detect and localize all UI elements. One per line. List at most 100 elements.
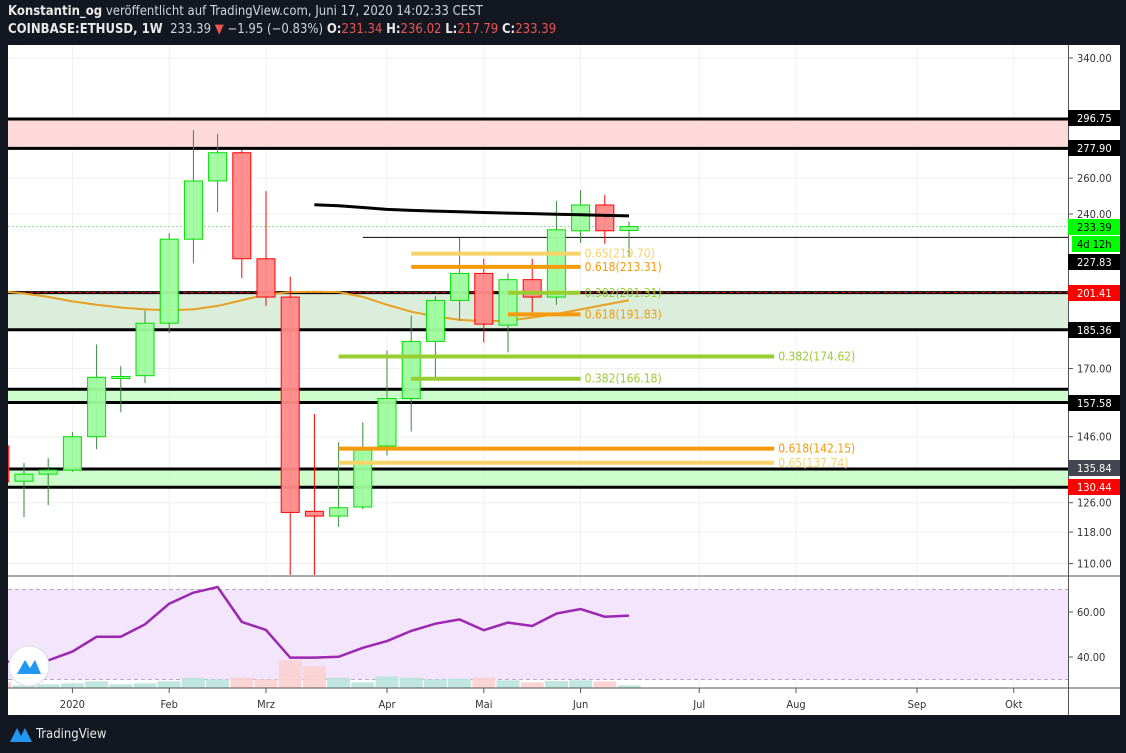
volume-bar	[399, 677, 423, 688]
footer: TradingView	[10, 726, 106, 742]
price-tag-label: 233.39	[1077, 221, 1112, 234]
publish-info: Konstantin_og veröffentlicht auf Trading…	[8, 4, 483, 19]
candle-down[interactable]	[304, 510, 324, 517]
footer-brand[interactable]: TradingView	[36, 726, 107, 742]
candle-up[interactable]	[14, 473, 34, 482]
price-tag	[1068, 110, 1120, 126]
candle-up[interactable]	[619, 226, 639, 232]
moving-average-orange[interactable]	[0, 290, 630, 323]
price-tag-label: 185.36	[1077, 324, 1112, 337]
price-tag	[1068, 254, 1120, 270]
candle-up[interactable]	[208, 152, 228, 182]
price-tag	[1068, 219, 1120, 235]
time-tick-label: Feb	[160, 698, 177, 711]
volume-bar	[593, 681, 617, 688]
price-tick-label: 146.00	[1077, 431, 1112, 444]
volume-bar	[351, 682, 375, 688]
time-tick-label: Aug	[786, 698, 805, 711]
price-change: −1.95 (−0.83%)	[227, 22, 324, 37]
price-zone[interactable]	[8, 389, 1068, 403]
candle-down[interactable]	[256, 258, 276, 298]
rsi-pane[interactable]	[0, 585, 1068, 688]
candle-down[interactable]	[474, 272, 494, 325]
last-price: 233.39	[170, 22, 212, 37]
fib-level-label: 0.618(213.31)	[585, 260, 662, 274]
grid	[8, 45, 1068, 688]
candle-up[interactable]	[62, 436, 82, 471]
price-zone[interactable]	[8, 292, 1068, 330]
publish-text: veröffentlicht auf TradingView.com, Juni…	[105, 4, 483, 19]
fib-level-label: 0.618(142.15)	[778, 442, 855, 456]
candle-up[interactable]	[450, 272, 470, 301]
main-pane[interactable]: 0.65(219.70)0.618(213.31) 0.382(201.31) 0.…	[0, 117, 1068, 654]
low-value: 217.79	[457, 22, 499, 37]
symbol-name[interactable]: COINBASE:ETHUSD, 1W	[8, 22, 163, 37]
fib-level-label: 0.382(174.62)	[778, 350, 855, 364]
candle-up[interactable]	[183, 180, 203, 240]
candle-up[interactable]	[425, 299, 445, 342]
fib-level-label: 0.382(201.31)	[585, 286, 662, 300]
open-value: 231.34	[341, 22, 383, 37]
price-tick-label: 240.00	[1077, 208, 1112, 221]
volume-bar	[60, 683, 84, 688]
volume-bar	[181, 677, 205, 688]
candle-up[interactable]	[571, 204, 591, 232]
volume-bar	[8, 682, 12, 688]
price-tag-label: 157.58	[1077, 397, 1112, 410]
low-label: L:	[445, 22, 458, 37]
candle-down[interactable]	[232, 152, 252, 260]
candle-up[interactable]	[329, 507, 349, 517]
time-tick-label: Mrz	[257, 698, 275, 711]
candle-up[interactable]	[546, 229, 566, 298]
volume-bar	[85, 681, 109, 688]
price-tag	[1068, 322, 1120, 338]
candle-down[interactable]	[0, 445, 10, 483]
candle-up[interactable]	[111, 376, 131, 380]
price-zone[interactable]	[8, 469, 1068, 488]
candle-up[interactable]	[159, 238, 179, 324]
moving-average-black[interactable]	[314, 203, 630, 218]
time-tick-label: 2020	[60, 698, 85, 711]
rsi-band	[8, 589, 1068, 680]
time-tick-label: Jul	[692, 698, 705, 711]
candle-down[interactable]	[595, 204, 615, 232]
fib-level-label: 0.618(191.83)	[585, 307, 662, 321]
volume-bar	[133, 683, 157, 688]
candle-up[interactable]	[87, 376, 107, 438]
volume-bar	[36, 684, 60, 688]
volume-bar	[157, 681, 181, 688]
price-tick-label: 170.00	[1077, 363, 1112, 376]
volume-bar	[278, 660, 302, 688]
price-axis[interactable]: 60.00 40.00 340.00 260.00 240.00 170.00 146.00…	[1068, 52, 1120, 664]
close-label: C:	[501, 22, 516, 37]
close-value: 233.39	[515, 22, 557, 37]
volume-bar	[230, 677, 254, 688]
tradingview-badge-icon[interactable]	[8, 645, 50, 687]
price-tag-label: 130.44	[1077, 481, 1112, 494]
volume-bar	[109, 684, 133, 688]
candle-up[interactable]	[135, 322, 155, 377]
price-zone[interactable]	[8, 118, 1068, 149]
volume-bar	[302, 666, 326, 688]
volume-bar	[327, 677, 351, 688]
candle-up[interactable]	[498, 279, 518, 326]
candle-up[interactable]	[377, 397, 397, 447]
price-tag	[1068, 460, 1120, 476]
candle-up[interactable]	[353, 449, 373, 508]
rsi-tick-label: 40.00	[1077, 651, 1105, 664]
candle-up[interactable]	[38, 469, 58, 475]
candle-down[interactable]	[280, 296, 300, 513]
time-axis[interactable]: 2020 Feb Mrz Apr Mai Jun Jul Aug Sep Okt	[60, 688, 1023, 711]
candle-up[interactable]	[401, 340, 421, 399]
symbol-legend: COINBASE:ETHUSD, 1W 233.39 ▼ −1.95 (−0.8…	[8, 22, 556, 37]
bar-countdown-label: 4d 12h	[1077, 238, 1112, 251]
price-tick-label: 118.00	[1077, 526, 1112, 539]
price-tag	[1068, 479, 1120, 495]
high-value: 236.02	[400, 22, 442, 37]
price-tag-label: 227.83	[1077, 256, 1112, 269]
rsi-line[interactable]	[0, 585, 630, 664]
author-name[interactable]: Konstantin_og	[8, 4, 103, 19]
time-tick-label: Mai	[475, 698, 492, 711]
volume-bar	[472, 677, 496, 688]
